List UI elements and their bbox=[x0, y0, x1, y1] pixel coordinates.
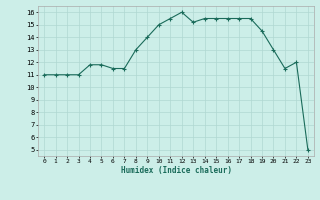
X-axis label: Humidex (Indice chaleur): Humidex (Indice chaleur) bbox=[121, 166, 231, 175]
